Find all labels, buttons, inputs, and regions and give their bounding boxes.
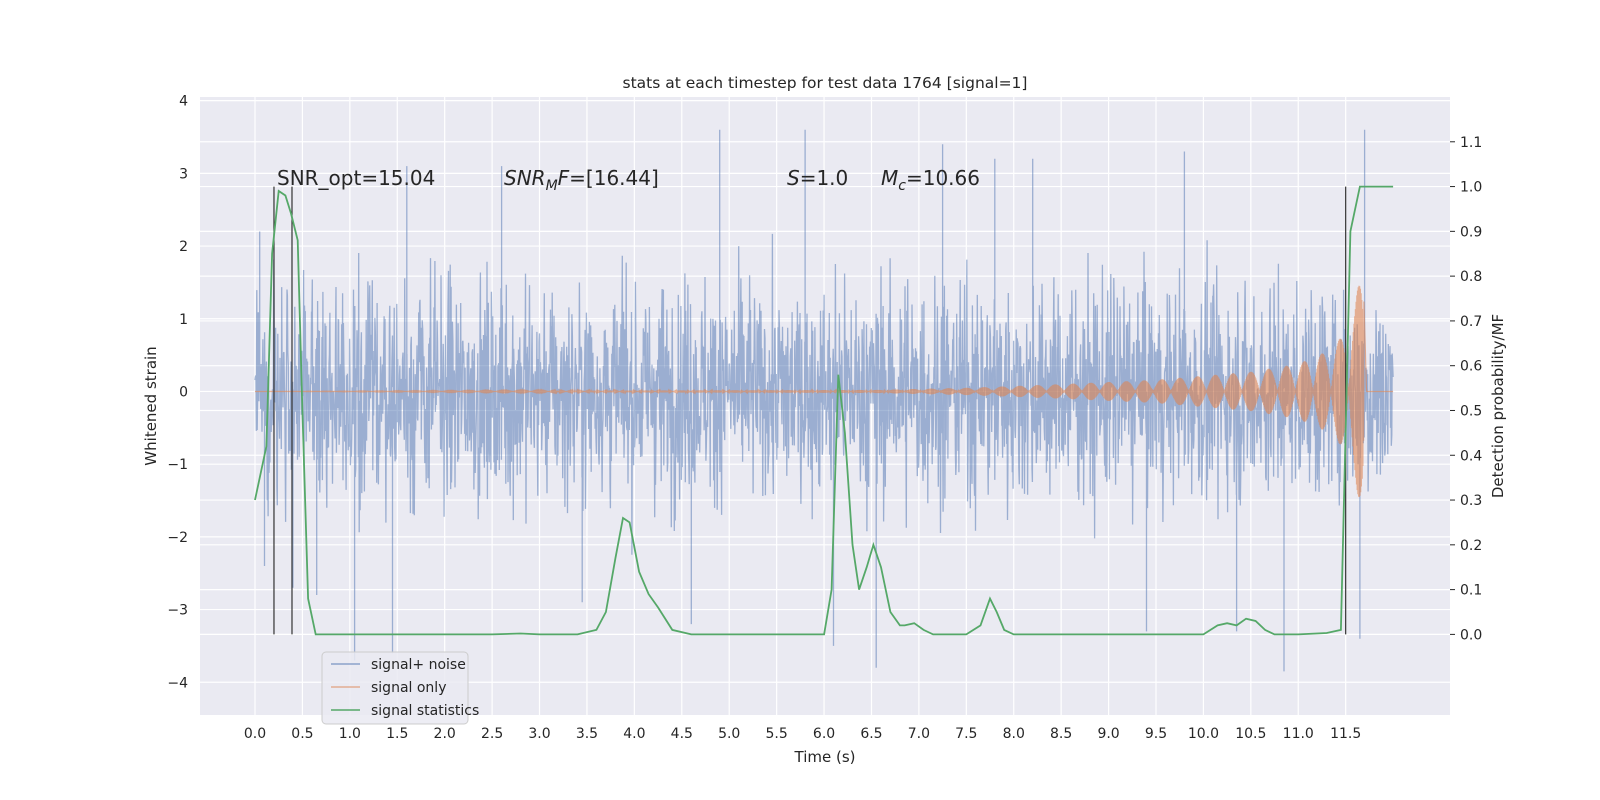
legend: signal+ noise signal only signal statist…: [321, 651, 479, 725]
annotation-snr-mf: SNRMF=[16.44]: [504, 166, 659, 194]
x-tick-label: 2.5: [481, 726, 503, 742]
x-axis-label: Time (s): [794, 748, 856, 766]
x-tick-label: 0.0: [244, 726, 266, 742]
y2-tick-label: 1.1: [1460, 135, 1482, 151]
y-tick-label: −1: [167, 457, 188, 473]
y-tick-label: 1: [179, 312, 188, 328]
legend-label-signal-statistics: signal statistics: [371, 703, 479, 719]
x-tick-label: 3.0: [528, 726, 550, 742]
x-tick-label: 7.5: [955, 726, 977, 742]
annotation-snr-opt: SNR_opt=15.04: [277, 166, 435, 190]
series-signal-statistics: [254, 185, 1394, 636]
y2-tick-label: 0.2: [1460, 538, 1482, 554]
y-tick-label: 2: [179, 239, 188, 255]
x-tick-label: 1.5: [386, 726, 408, 742]
legend-label-signal-noise: signal+ noise: [371, 657, 466, 673]
x-tick-label: 11.5: [1330, 726, 1361, 742]
y-tick-label: 4: [179, 94, 188, 110]
x-ticks: 0.0 0.5 1.0 1.5 2.0 2.5 3.0 3.5 4.0 4.5 5.0 5.5 6.0 6…: [244, 726, 1361, 742]
y2-tick-label: 0.3: [1460, 493, 1482, 509]
x-tick-label: 10.0: [1188, 726, 1219, 742]
y-axis-label: Whitened strain: [142, 346, 160, 465]
x-tick-label: 1.0: [339, 726, 361, 742]
x-tick-label: 11.0: [1283, 726, 1314, 742]
y-tick-label: −3: [167, 603, 188, 619]
chart-title: stats at each timestep for test data 176…: [623, 74, 1028, 92]
y2-tick-label: 1.0: [1460, 180, 1482, 196]
y2-tick-label: 0.8: [1460, 269, 1482, 285]
y-ticks-left: 4 3 2 1 0 −1 −2 −3 −4: [167, 94, 188, 692]
x-tick-label: 4.5: [671, 726, 693, 742]
annotation-s: S=1.0: [787, 166, 848, 190]
y2-tick-label: 0.0: [1460, 627, 1482, 643]
y2-tick-label: 0.5: [1460, 403, 1482, 419]
legend-label-signal-only: signal only: [371, 680, 446, 696]
x-tick-label: 6.0: [813, 726, 835, 742]
y2-tick-label: 0.6: [1460, 359, 1482, 375]
y-tick-label: 3: [179, 166, 188, 182]
x-tick-label: 10.5: [1235, 726, 1266, 742]
x-tick-label: 2.0: [434, 726, 456, 742]
y2-axis-label: Detection probability/MF: [1489, 314, 1507, 498]
x-tick-label: 4.0: [623, 726, 645, 742]
y2-tick-label: 0.7: [1460, 314, 1482, 330]
x-tick-label: 5.5: [765, 726, 787, 742]
y-tick-label: −4: [167, 675, 188, 691]
x-tick-label: 8.5: [1050, 726, 1072, 742]
x-tick-label: 9.5: [1145, 726, 1167, 742]
y-tick-label: −2: [167, 530, 188, 546]
x-tick-label: 3.5: [576, 726, 598, 742]
series-signal-only: [255, 285, 1394, 498]
annotation-mc: Mc=10.66: [881, 166, 980, 194]
x-tick-label: 7.0: [908, 726, 930, 742]
x-tick-label: 5.0: [718, 726, 740, 742]
y-ticks-right: 1.1 1.0 0.9 0.8 0.7 0.6 0.5 0.4 0.3 0.2 0.1 0.0: [1450, 135, 1482, 643]
y2-tick-label: 0.4: [1460, 448, 1482, 464]
y2-tick-label: 0.9: [1460, 224, 1482, 240]
x-tick-label: 9.0: [1097, 726, 1119, 742]
x-tick-label: 8.0: [1003, 726, 1025, 742]
y2-tick-label: 0.1: [1460, 583, 1482, 599]
y-tick-label: 0: [179, 384, 188, 400]
signal-only-line: [255, 285, 1394, 498]
signal-statistics-line: [254, 185, 1394, 636]
legend-box: [321, 651, 469, 725]
x-tick-label: 6.5: [860, 726, 882, 742]
x-tick-label: 0.5: [291, 726, 313, 742]
